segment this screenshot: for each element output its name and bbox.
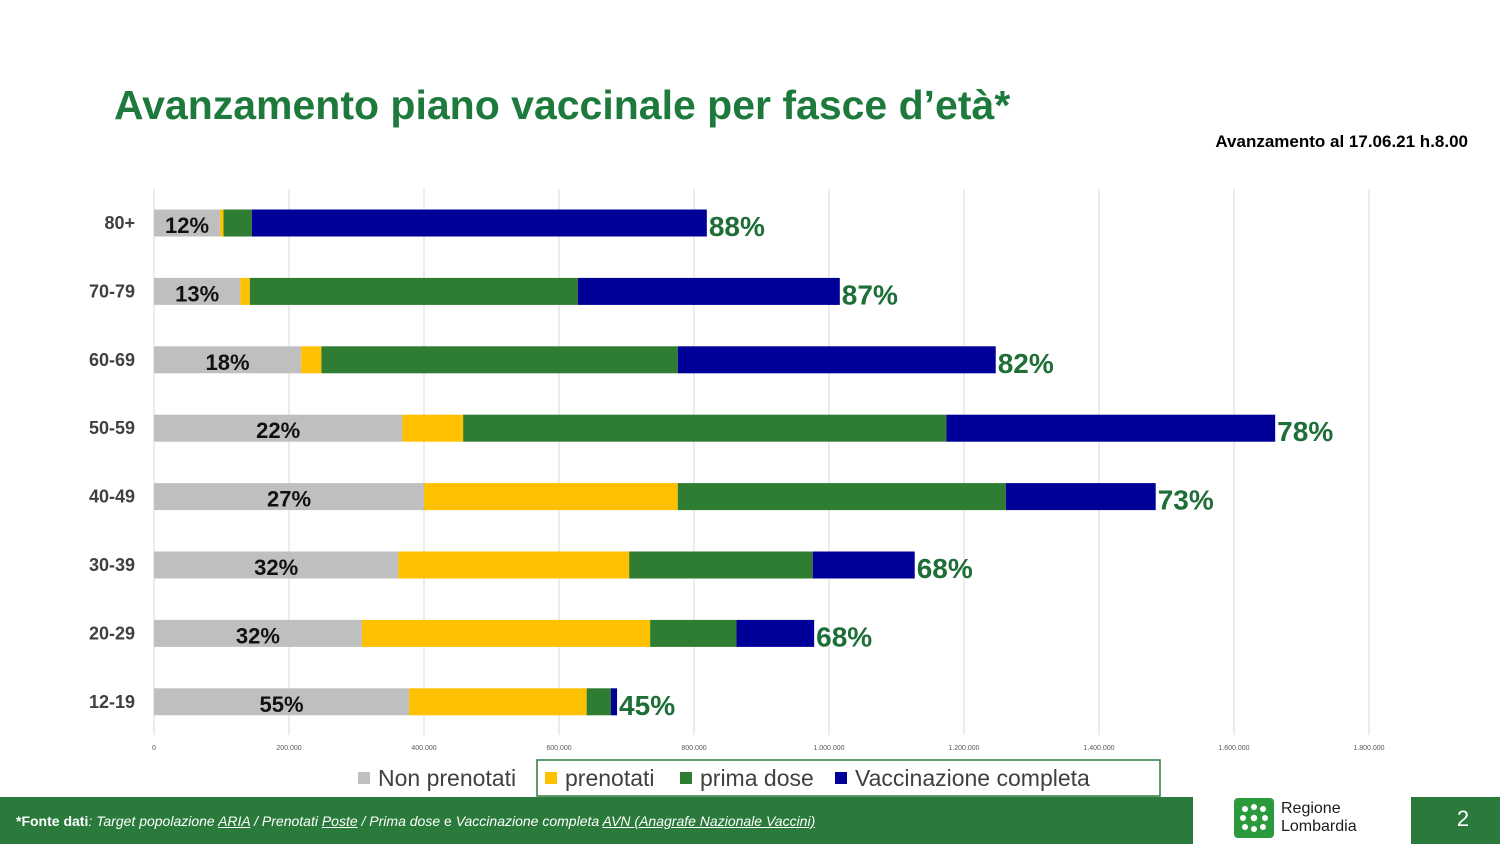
x-tick-label: 1.000.000 [813, 745, 844, 752]
x-tick-label: 1.600.000 [1218, 745, 1249, 752]
bar-segment [736, 619, 815, 647]
bar-segment [251, 209, 707, 237]
legend-swatch [358, 772, 370, 784]
category-label: 40-49 [89, 487, 135, 507]
logo-line-2: Lombardia [1281, 818, 1357, 835]
vaccinated-percent-label: 73% [1158, 485, 1214, 516]
bar-segment [154, 483, 424, 511]
legend-swatch [680, 772, 692, 784]
x-tick-label: 600.000 [546, 745, 571, 752]
source-colon: : [88, 813, 97, 829]
category-label: 30-39 [89, 555, 135, 575]
legend-box [536, 759, 1161, 797]
x-tick-label: 200.000 [276, 745, 301, 752]
bar-segment [249, 277, 578, 305]
x-tick-label: 0 [152, 745, 156, 752]
data-source-note: *Fonte dati: Target popolazione ARIA / P… [16, 813, 815, 829]
legend-swatch [835, 772, 847, 784]
non-prenotati-percent-label: 32% [254, 555, 298, 580]
x-tick-label: 1.400.000 [1083, 745, 1114, 752]
source-link-aria[interactable]: ARIA [218, 813, 251, 829]
bar-segment [677, 346, 996, 374]
vaccinated-percent-label: 45% [619, 690, 675, 721]
vaccinated-percent-label: 82% [998, 348, 1054, 379]
source-link-avn[interactable]: AVN (Anagrafe Nazionale Vaccini) [602, 813, 816, 829]
vaccinated-percent-label: 88% [709, 211, 765, 242]
bar-segment [154, 688, 410, 716]
bar-segment [812, 551, 915, 579]
footer-bar [0, 797, 1193, 844]
bar-segment [321, 346, 678, 374]
bar-segment [240, 277, 250, 305]
logo-line-1: Regione [1281, 800, 1341, 817]
regione-lombardia-logo: Regione Lombardia [1234, 798, 1357, 838]
update-timestamp: Avanzamento al 17.06.21 h.8.00 [1215, 132, 1468, 151]
category-label: 50-59 [89, 418, 135, 438]
bar-segment [154, 346, 302, 374]
non-prenotati-percent-label: 18% [206, 350, 250, 375]
non-prenotati-percent-label: 12% [165, 213, 209, 238]
source-vacc: Vaccinazione completa [451, 813, 603, 829]
bar-segment [677, 483, 1006, 511]
bar-segment [463, 414, 947, 442]
page-title: Avanzamento piano vaccinale per fasce d’… [114, 82, 1011, 128]
category-label: 70-79 [89, 281, 135, 301]
bar-segment [629, 551, 813, 579]
non-prenotati-percent-label: 22% [256, 418, 300, 443]
non-prenotati-percent-label: 13% [175, 281, 219, 306]
x-tick-label: 800.000 [681, 745, 706, 752]
vaccinated-percent-label: 68% [816, 621, 872, 652]
x-tick-label: 400.000 [411, 745, 436, 752]
bar-segment [154, 551, 399, 579]
bar-segment [154, 619, 362, 647]
bar-segment [402, 414, 464, 442]
bar-segment [1005, 483, 1156, 511]
page-number: 2 [1456, 806, 1470, 831]
vaccinated-percent-label: 68% [917, 553, 973, 584]
source-sep-1: / Prenotati [250, 813, 322, 829]
bar-segment [424, 483, 678, 511]
category-label: 12-19 [89, 692, 135, 712]
vaccinated-percent-label: 87% [842, 279, 898, 310]
legend-label: Non prenotati [378, 765, 516, 791]
bar-segment [946, 414, 1276, 442]
source-conjunction: e [444, 813, 452, 829]
non-prenotati-percent-label: 55% [260, 692, 304, 717]
bar-segment [577, 277, 840, 305]
bar-segment [154, 414, 403, 442]
source-link-poste[interactable]: Poste [321, 813, 358, 829]
bar-segment [398, 551, 630, 579]
bar-segment [220, 209, 224, 237]
legend-label: Vaccinazione completa [855, 765, 1090, 791]
bar-segment [154, 209, 221, 237]
source-lead: *Fonte dati [16, 813, 89, 829]
bar-segment [154, 277, 241, 305]
legend-swatch [545, 772, 557, 784]
non-prenotati-percent-label: 27% [267, 487, 311, 512]
legend-label: prima dose [700, 765, 814, 791]
bar-segment [223, 209, 252, 237]
x-tick-label: 1.800.000 [1353, 745, 1384, 752]
bar-segment [586, 688, 611, 716]
vaccinated-percent-label: 78% [1277, 416, 1333, 447]
category-label: 80+ [104, 213, 135, 233]
category-label: 20-29 [89, 623, 135, 643]
source-target: Target popolazione [96, 813, 219, 829]
x-tick-label: 1.200.000 [948, 745, 979, 752]
bar-segment [301, 346, 322, 374]
bar-segment [610, 688, 618, 716]
rosa-camuna-icon [1234, 798, 1274, 838]
stacked-bar-chart: 0 200.000 400.000 600.000 800.000 1.000.000 1.… [89, 189, 1385, 797]
bar-segment [409, 688, 587, 716]
bar-segment [650, 619, 737, 647]
category-label: 60-69 [89, 350, 135, 370]
non-prenotati-percent-label: 32% [236, 623, 280, 648]
legend-label: prenotati [565, 765, 655, 791]
bar-segment [361, 619, 651, 647]
page-number-box [1411, 797, 1500, 844]
source-sep-2: / Prima dose [357, 813, 445, 829]
